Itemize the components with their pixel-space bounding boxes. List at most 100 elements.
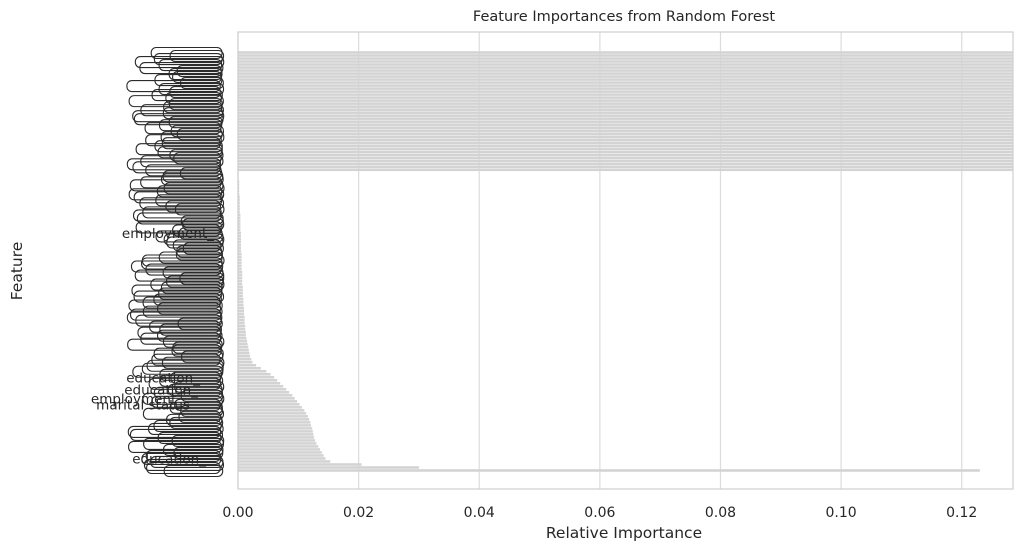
bar	[238, 246, 242, 250]
bars	[238, 51, 1013, 472]
bar	[238, 249, 242, 253]
y-tick-label-glyphs	[133, 290, 225, 303]
y-tick-label-glyphs	[160, 131, 225, 144]
bar	[238, 348, 249, 352]
y-tick-label: education_	[132, 451, 206, 467]
bar	[238, 445, 319, 448]
bar	[238, 123, 1013, 126]
bar	[238, 255, 242, 259]
y-tick-label: employment_	[91, 391, 183, 407]
bar	[238, 156, 1013, 160]
bar	[238, 375, 275, 379]
bar	[238, 436, 314, 439]
bar	[238, 412, 307, 415]
bar	[238, 252, 242, 256]
y-tick-label: education_	[126, 370, 200, 386]
y-tick-label-glyphs	[128, 188, 225, 201]
bar	[238, 237, 242, 241]
bar	[238, 108, 1013, 111]
bar	[238, 430, 313, 433]
y-tick-label-glyphs	[163, 233, 225, 246]
bar	[238, 439, 316, 442]
bar	[238, 424, 311, 427]
x-tick-labels: 0.00 0.02 0.04 0.06 0.08 0.10 0.12	[222, 505, 977, 521]
axes-spines	[237, 31, 1014, 490]
y-tick-label-glyphs	[163, 464, 224, 478]
y-axis-label: Feature	[8, 242, 26, 301]
y-tick-label-glyphs	[143, 437, 225, 450]
bar	[238, 102, 1013, 105]
y-tick-label-glyphs	[163, 101, 223, 114]
bar	[238, 339, 248, 343]
bar	[238, 400, 298, 403]
bar	[238, 457, 326, 460]
bar	[238, 234, 242, 238]
bar	[238, 168, 1013, 172]
y-tick-label-glyphs	[153, 347, 224, 360]
bar	[238, 433, 314, 436]
bar	[238, 228, 241, 232]
x-tick-label: 0.10	[826, 505, 857, 521]
bar	[238, 129, 1013, 132]
bar	[238, 66, 1013, 69]
bar	[238, 63, 1013, 66]
y-tick-label-glyphs	[159, 374, 224, 387]
bar	[238, 315, 245, 319]
bar	[238, 261, 242, 265]
y-tick-label-glyphs	[143, 458, 225, 472]
bar	[238, 294, 243, 298]
y-tick-label-glyphs	[140, 176, 222, 189]
bar	[238, 372, 271, 376]
bar	[238, 114, 1013, 117]
bar	[238, 330, 246, 334]
y-tick-label-glyphs	[155, 194, 223, 207]
x-axis-label: Relative Importance	[546, 524, 702, 542]
y-tick-label-glyphs	[165, 92, 222, 105]
y-tick-label-glyphs	[141, 452, 222, 466]
bar	[238, 186, 240, 190]
bar	[238, 138, 1013, 141]
bar	[238, 427, 313, 430]
bar	[238, 366, 261, 370]
bar	[238, 342, 248, 346]
y-tick-label: education_	[124, 382, 198, 398]
y-tick-label-glyphs	[154, 140, 223, 153]
bar	[238, 448, 321, 451]
bar	[238, 276, 243, 280]
x-tick-label: 0.04	[464, 505, 495, 521]
y-tick-label-glyphs	[171, 344, 222, 357]
bar	[238, 87, 1013, 90]
bar	[238, 162, 1013, 166]
bar	[238, 369, 267, 373]
y-tick-label-glyphs	[127, 425, 222, 438]
y-tick-label-glyphs	[174, 398, 221, 411]
bar	[238, 324, 246, 328]
bar	[238, 54, 1013, 57]
bar	[238, 415, 308, 418]
bar	[238, 466, 419, 469]
y-tick-label-glyphs	[159, 323, 222, 336]
y-tick-label-glyphs	[172, 239, 222, 252]
bar	[238, 354, 251, 358]
y-tick-label-glyphs	[130, 260, 224, 273]
y-tick-label-glyphs	[126, 80, 221, 93]
bar	[238, 84, 1013, 87]
bar	[238, 180, 240, 184]
bar	[238, 351, 250, 355]
bar	[238, 111, 1013, 114]
bar	[238, 96, 1013, 99]
bar	[238, 204, 240, 208]
y-tick-label-glyphs	[158, 119, 223, 132]
y-tick-label-glyphs	[162, 335, 225, 348]
y-tick-label-glyphs	[132, 365, 224, 378]
bar	[238, 267, 242, 271]
bar	[238, 81, 1013, 84]
bar	[238, 273, 243, 277]
bar	[238, 198, 240, 202]
bar	[238, 270, 243, 274]
bar	[238, 379, 278, 382]
bar	[238, 460, 331, 463]
x-tick-label: 0.08	[705, 505, 736, 521]
bar	[238, 336, 247, 340]
